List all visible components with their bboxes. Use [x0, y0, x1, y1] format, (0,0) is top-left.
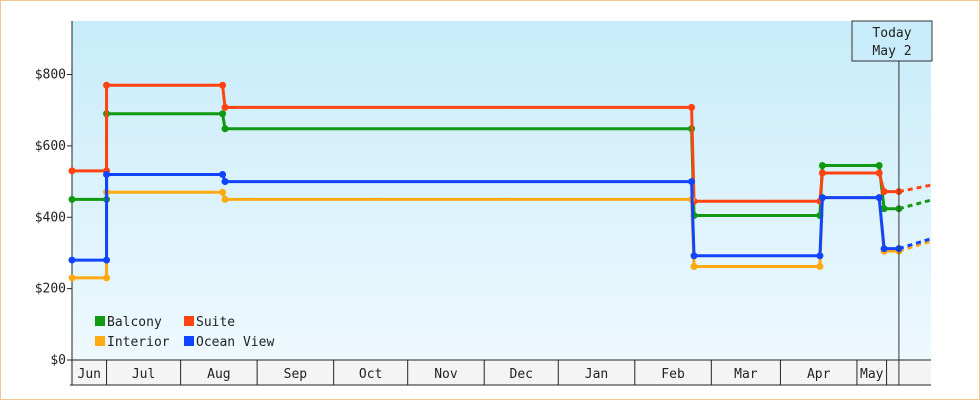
x-tick-label: Aug [207, 367, 230, 382]
series-point-balcony [219, 110, 227, 118]
x-tick-label: Jul [132, 367, 155, 382]
series-point-balcony [221, 125, 229, 133]
legend-label: Interior [107, 335, 170, 350]
x-tick-label: Jun [78, 367, 101, 382]
series-point-ocean-view [68, 256, 76, 264]
series-point-ocean-view [221, 178, 229, 186]
series-line-ocean-view [72, 172, 899, 262]
series-point-ocean-view [816, 252, 824, 260]
series-point-ocean-view [818, 194, 826, 202]
plot-background [72, 21, 931, 360]
legend-swatch [95, 316, 105, 326]
forecast-line-ocean-view [898, 237, 932, 251]
series-point-balcony [875, 162, 883, 170]
series-point-interior [68, 274, 76, 282]
series-point-balcony [818, 162, 826, 170]
legend-label: Balcony [107, 315, 162, 330]
series-point-interior [690, 263, 698, 271]
series-point-interior [103, 274, 111, 282]
legend-label: Suite [196, 315, 235, 330]
y-tick-label: $200 [35, 282, 66, 297]
legend-swatch [184, 336, 194, 346]
legend-label: Ocean View [196, 335, 274, 350]
series-point-suite [68, 167, 76, 175]
x-tick-label: Dec [510, 367, 533, 382]
forecast-line-balcony [898, 198, 932, 211]
legend-swatch [95, 336, 105, 346]
today-box [851, 20, 933, 62]
x-tick-label: Nov [434, 367, 458, 382]
y-tick-label: $400 [35, 210, 66, 225]
forecast-line-suite [898, 183, 932, 194]
series-point-balcony [68, 195, 76, 203]
series-point-suite [103, 81, 111, 89]
x-axis-band [70, 360, 931, 385]
series-point-suite [818, 169, 826, 177]
series-point-ocean-view [875, 194, 883, 202]
series-point-ocean-view [688, 178, 696, 186]
x-tick-label: Feb [661, 367, 685, 382]
y-tick-label: $800 [35, 68, 66, 83]
series-point-ocean-view [880, 245, 888, 253]
y-tick-label: $0 [50, 353, 66, 368]
forecast-line-interior [898, 239, 932, 253]
series-point-suite [221, 103, 229, 111]
legend-swatch [184, 316, 194, 326]
series-point-ocean-view [103, 256, 111, 264]
series-point-interior [219, 188, 227, 196]
series-point-suite [875, 169, 883, 177]
series-point-ocean-view [690, 252, 698, 260]
series-point-interior [816, 263, 824, 271]
x-tick-label: May [860, 367, 884, 382]
today-date-label: May 2 [872, 44, 911, 59]
x-tick-label: Sep [284, 367, 308, 382]
x-tick-label: Mar [734, 367, 758, 382]
x-tick-label: Oct [359, 367, 382, 382]
y-tick-label: $600 [35, 139, 66, 154]
x-tick-label: Jan [585, 367, 608, 382]
series-point-suite [880, 188, 888, 196]
series-point-suite [688, 103, 696, 111]
series-point-ocean-view [219, 170, 227, 178]
series-point-ocean-view [103, 170, 111, 178]
series-point-suite [219, 81, 227, 89]
x-tick-label: Apr [807, 367, 831, 382]
today-label: Today [872, 26, 911, 41]
series-point-interior [221, 195, 229, 203]
series-point-balcony [880, 205, 888, 213]
